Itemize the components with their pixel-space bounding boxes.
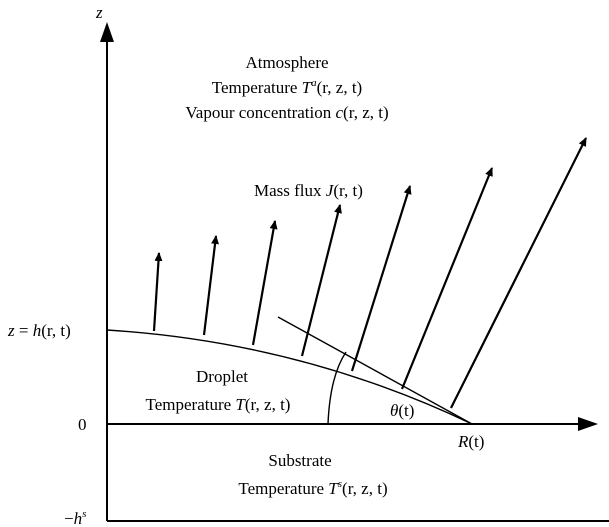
droplet-temperature: Temperature T(r, z, t) — [146, 395, 291, 414]
origin-label: 0 — [78, 415, 87, 434]
flux-arrow — [202, 235, 220, 336]
atmosphere-temperature: Temperature Ta(r, z, t) — [212, 77, 362, 97]
flux-arrow — [350, 185, 412, 372]
z-axis-arrowhead — [100, 22, 114, 42]
contact-angle-label: θ(t) — [390, 401, 414, 420]
atmosphere-vapour-concentration: Vapour concentration c(r, z, t) — [185, 103, 388, 122]
droplet-title: Droplet — [196, 367, 248, 386]
substrate-title: Substrate — [268, 451, 331, 470]
flux-arrow — [400, 167, 494, 390]
flux-arrow — [152, 252, 163, 332]
z-axis-label: z — [95, 3, 103, 22]
atmosphere-title: Atmosphere — [245, 53, 328, 72]
flux-arrow — [251, 220, 278, 346]
contact-tangent-line — [277, 316, 473, 425]
droplet-surface — [106, 329, 473, 425]
contact-angle-arc — [327, 351, 347, 425]
flux-arrow — [450, 137, 587, 409]
mass-flux-label: Mass flux J(r, t) — [254, 181, 363, 200]
flux-arrow — [300, 204, 342, 357]
substrate-temperature: Temperature Ts(r, z, t) — [238, 478, 387, 498]
substrate-depth-label: −hs — [64, 508, 86, 527]
r-axis-arrowhead — [578, 417, 598, 431]
contact-radius-label: R(t) — [457, 432, 484, 451]
surface-height-label: z = h(r, t) — [7, 321, 71, 340]
